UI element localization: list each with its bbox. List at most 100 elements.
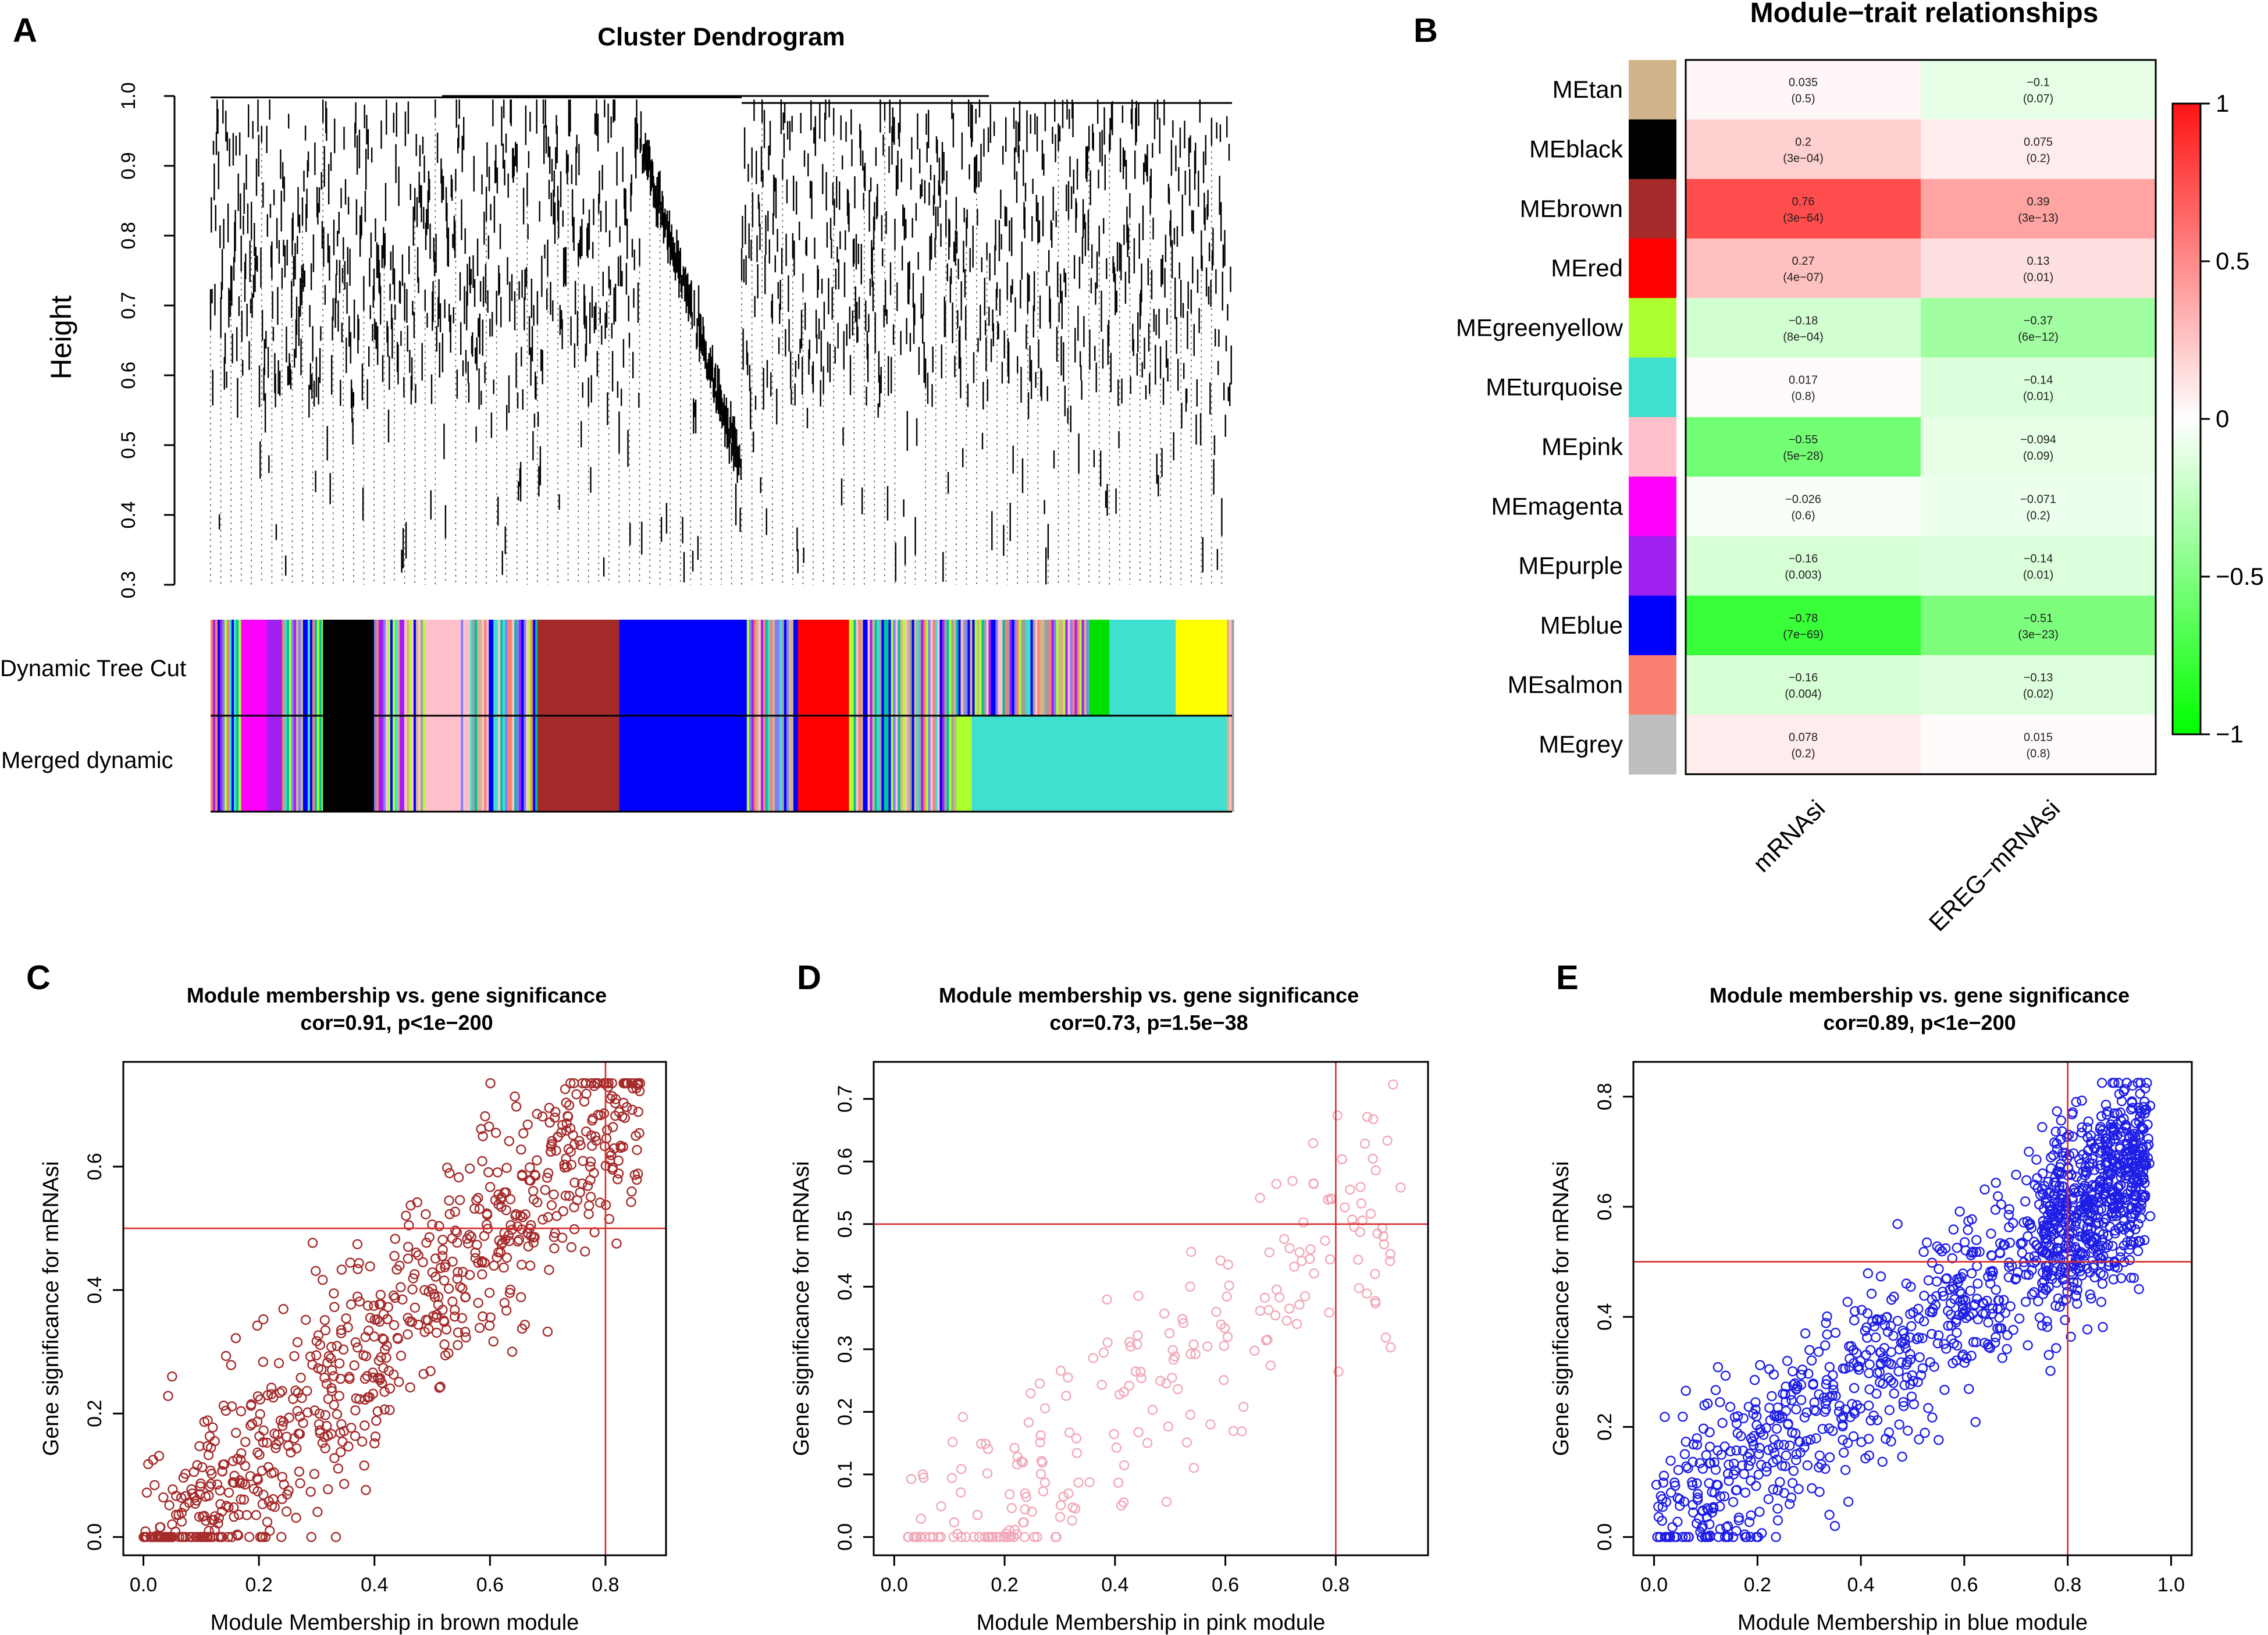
scatter-brown-point: [305, 1487, 316, 1497]
scatter-pink-point: [1167, 1373, 1177, 1383]
scatter-blue-point: [2075, 1201, 2086, 1211]
track-segment: [1044, 620, 1047, 716]
scatter-brown-point: [528, 1237, 539, 1248]
scatter-blue-point: [2017, 1247, 2028, 1258]
scatter-brown-point: [201, 1515, 211, 1526]
scatter-brown-point: [558, 1206, 568, 1217]
track-segment: [797, 620, 849, 716]
scatter-blue-point: [1863, 1434, 1874, 1444]
scatter-blue-xlabel: Module Membership in blue module: [1738, 1611, 2088, 1635]
scatter-brown-point: [244, 1531, 255, 1542]
scatter-brown-point: [240, 1437, 251, 1447]
heatmap-cell-pvalue: (3e−13): [2018, 212, 2059, 225]
scatter-blue-point: [2075, 1204, 2087, 1215]
heatmap-cell: [1686, 179, 1921, 239]
track-segment: [220, 620, 223, 716]
scatter-brown-point: [396, 1282, 406, 1292]
scatter-blue-point: [1919, 1291, 1929, 1301]
scatter-blue-point: [2082, 1132, 2093, 1143]
scatter-pink-point: [1124, 1337, 1135, 1348]
scatter-brown-point: [353, 1264, 363, 1274]
track-segment: [767, 716, 771, 812]
track-segment: [493, 620, 496, 716]
scatter-blue-point: [1821, 1318, 1831, 1328]
scatter-brown-point: [319, 1315, 330, 1325]
scatter-brown-point: [312, 1506, 323, 1517]
heatmap-cell-pvalue: (0.01): [2023, 271, 2053, 284]
track-segment: [215, 716, 218, 812]
scatter-blue-point: [2100, 1099, 2112, 1110]
scatter-pink-point: [1354, 1283, 1364, 1293]
track-segment: [951, 620, 954, 716]
track-segment: [227, 620, 230, 716]
scatter-brown-point: [504, 1136, 514, 1146]
scatter-blue-point: [1874, 1377, 1885, 1388]
scatter-blue-point: [1986, 1250, 1998, 1261]
dendrogram-y-tick-label: 1.0: [118, 82, 140, 109]
track-segment: [949, 716, 952, 812]
scatter-brown-point: [343, 1441, 354, 1452]
track-segment: [944, 620, 947, 716]
scatter-brown-point: [499, 1262, 509, 1273]
scatter-brown-point: [569, 1177, 580, 1188]
scatter-brown-y-tick-label: 0.2: [84, 1400, 106, 1427]
scatter-brown-point: [371, 1416, 382, 1426]
scatter-blue-point: [1931, 1276, 1942, 1287]
scatter-brown-point: [372, 1406, 383, 1417]
scatter-blue-point: [1894, 1419, 1904, 1430]
track-segment: [387, 716, 391, 812]
module-color-tracks: [211, 620, 1234, 813]
scatter-blue-point: [1843, 1497, 1854, 1507]
scatter-blue-point: [1903, 1426, 1913, 1436]
scatter-blue-point: [2005, 1301, 2016, 1311]
track-segment: [1026, 620, 1028, 716]
track-segment: [770, 620, 773, 716]
scatter-pink-subtitle: cor=0.73, p=1.5e−38: [1049, 1011, 1248, 1035]
scatter-brown-point: [236, 1406, 247, 1417]
scatter-blue-point: [1985, 1278, 1996, 1289]
scatter-blue-point: [1658, 1470, 1669, 1481]
scatter-blue-point: [2068, 1185, 2079, 1196]
scatter-blue-point: [1923, 1275, 1934, 1286]
track-segment: [853, 716, 856, 812]
scatter-blue-point: [1998, 1239, 2009, 1250]
track-segment: [309, 716, 313, 812]
scatter-blue-point: [2097, 1278, 2108, 1289]
scatter-pink-point: [1379, 1239, 1390, 1250]
module-row-label: MEtan: [1553, 76, 1623, 103]
scatter-blue-point: [1871, 1388, 1882, 1399]
track-segment: [1000, 620, 1003, 716]
track-segment: [765, 716, 768, 812]
scatter-pink-point: [1228, 1426, 1239, 1437]
scatter-brown-point: [405, 1382, 415, 1393]
track-segment: [1056, 620, 1059, 716]
scatter-brown-point: [490, 1195, 501, 1206]
scatter-blue-point: [2113, 1078, 2124, 1088]
scatter-blue-point: [1997, 1353, 2008, 1363]
scatter-blue-point: [1775, 1477, 1785, 1487]
scatter-pink-point: [1012, 1459, 1023, 1470]
scatter-blue-point: [2003, 1272, 2014, 1283]
scatter-blue-point: [2087, 1211, 2098, 1221]
scatter-blue-point: [1899, 1380, 1910, 1391]
scatter-blue-point: [2029, 1287, 2039, 1298]
track-segment: [266, 620, 282, 716]
track-segment: [229, 620, 232, 716]
track-segment: [912, 716, 914, 812]
scatter-blue-point: [2027, 1289, 2038, 1300]
scatter-blue-point: [2014, 1313, 2025, 1324]
track-segment: [795, 620, 799, 716]
scatter-blue-point: [1789, 1378, 1800, 1389]
scatter-blue-point: [2068, 1211, 2080, 1222]
scatter-brown-point: [497, 1237, 508, 1248]
scatter-brown-point: [423, 1286, 434, 1297]
scatter-blue-point: [1822, 1329, 1832, 1340]
scatter-blue-point: [2052, 1138, 2062, 1149]
scatter-pink-point: [1259, 1292, 1270, 1303]
scatter-brown-point: [245, 1401, 257, 1411]
scatter-blue-point: [1807, 1483, 1817, 1494]
scatter-blue-point: [1763, 1494, 1774, 1505]
scatter-brown-point: [350, 1405, 361, 1416]
heatmap-cell: [1921, 715, 2156, 775]
scatter-blue-point: [2145, 1211, 2156, 1221]
